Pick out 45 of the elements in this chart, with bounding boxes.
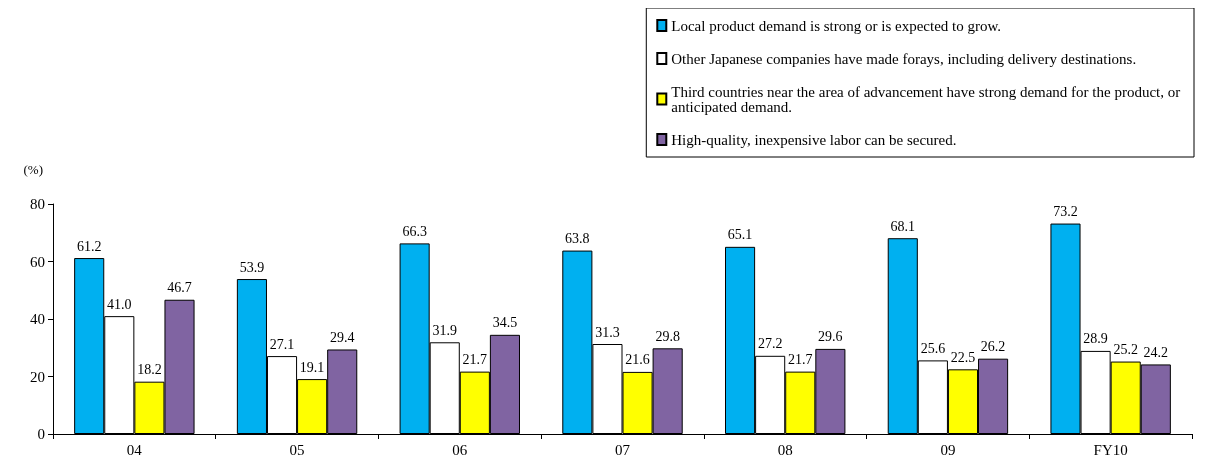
data-label: 25.2: [1113, 342, 1138, 358]
legend-label: High-quality, inexpensive labor can be secured.: [671, 131, 957, 148]
x-tick-label: 08: [777, 441, 793, 458]
data-label: 46.7: [167, 280, 192, 296]
y-tick-label: 40: [30, 311, 45, 327]
data-label: 22.5: [950, 349, 976, 365]
data-label: 19.1: [299, 359, 325, 375]
x-tick-label: FY10: [1093, 441, 1128, 458]
x-tick-label: 07: [615, 441, 631, 458]
data-label: 63.8: [565, 231, 590, 247]
data-label: 68.1: [890, 218, 916, 234]
x-tick-label: 04: [126, 441, 143, 458]
legend-label: Other Japanese companies have made forays, including delivery destinations.: [671, 50, 1137, 67]
data-label: 29.4: [329, 329, 355, 345]
data-label: 34.5: [492, 315, 518, 331]
data-label: 25.6: [920, 340, 946, 356]
data-label: 27.2: [757, 336, 783, 352]
legend-label: Local product demand is strong or is expected to grow.: [671, 17, 1002, 34]
data-label: 29.8: [655, 328, 680, 344]
data-label: 27.1: [269, 336, 295, 352]
x-tick-label: 09: [940, 441, 956, 458]
y-tick-label: 80: [30, 196, 45, 212]
y-axis-title: (%): [23, 162, 43, 177]
data-label: 21.7: [462, 352, 488, 368]
data-label: 21.6: [625, 352, 650, 368]
legend-label: Third countries near the area of advancement have strong demand for the product, or anticipated demand.: [671, 83, 1185, 115]
data-label: 24.2: [1143, 344, 1169, 360]
x-tick-label: 06: [452, 441, 468, 458]
data-label: 66.3: [402, 223, 427, 239]
data-label: 31.3: [595, 324, 620, 340]
data-label: 73.2: [1053, 204, 1078, 220]
x-tick-label: 05: [289, 441, 305, 458]
data-label: 65.1: [727, 227, 753, 243]
y-tick-label: 60: [30, 253, 45, 270]
data-label: 61.2: [76, 238, 102, 254]
data-label: 53.9: [239, 259, 265, 275]
data-label: 28.9: [1083, 331, 1108, 347]
data-label: 26.2: [980, 339, 1006, 355]
data-label: 31.9: [432, 322, 457, 338]
data-label: 29.6: [818, 329, 843, 345]
data-label: 21.7: [788, 352, 813, 368]
data-label: 18.2: [137, 362, 162, 378]
y-tick-label: 20: [30, 368, 45, 385]
y-tick-label: 0: [37, 426, 45, 442]
data-label: 41.0: [107, 296, 132, 312]
